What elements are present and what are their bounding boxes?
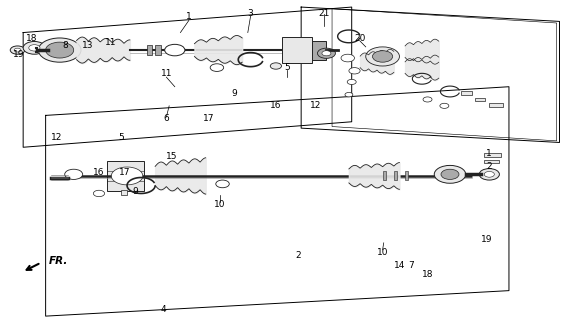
- Bar: [312, 41, 327, 60]
- Circle shape: [10, 46, 25, 54]
- Text: 19: 19: [13, 50, 24, 59]
- Text: 18: 18: [422, 270, 434, 279]
- Circle shape: [93, 190, 105, 197]
- Bar: [394, 172, 397, 180]
- Text: 2: 2: [296, 251, 301, 260]
- Text: 12: 12: [310, 101, 321, 110]
- Circle shape: [65, 169, 83, 180]
- Circle shape: [14, 48, 21, 52]
- Circle shape: [441, 169, 459, 180]
- Circle shape: [373, 51, 393, 62]
- Circle shape: [111, 167, 143, 185]
- Text: 21: 21: [318, 9, 329, 18]
- Text: 11: 11: [105, 38, 116, 47]
- Circle shape: [165, 44, 185, 56]
- Circle shape: [345, 92, 353, 97]
- Circle shape: [440, 103, 449, 108]
- Bar: [147, 45, 153, 55]
- Text: 1: 1: [186, 12, 192, 21]
- Bar: [282, 37, 312, 63]
- Text: 10: 10: [214, 200, 225, 209]
- Text: 9: 9: [231, 89, 236, 98]
- Text: 3: 3: [248, 9, 253, 18]
- Circle shape: [349, 68, 360, 74]
- Circle shape: [46, 42, 74, 58]
- Circle shape: [318, 48, 336, 58]
- Text: 10: 10: [377, 248, 388, 257]
- Text: 11: 11: [160, 69, 172, 78]
- Bar: [155, 45, 161, 55]
- Bar: [475, 98, 485, 101]
- Bar: [122, 190, 127, 195]
- Circle shape: [434, 165, 466, 183]
- Text: 1: 1: [486, 149, 492, 158]
- Circle shape: [23, 42, 46, 54]
- Circle shape: [322, 51, 331, 56]
- Circle shape: [484, 172, 494, 177]
- Bar: [461, 91, 472, 95]
- Bar: [383, 172, 386, 180]
- Circle shape: [347, 79, 356, 84]
- Circle shape: [366, 47, 399, 66]
- Circle shape: [479, 169, 499, 180]
- Bar: [405, 172, 408, 180]
- Circle shape: [423, 97, 432, 102]
- Text: 19: 19: [481, 235, 492, 244]
- Text: 14: 14: [394, 261, 405, 270]
- Circle shape: [210, 64, 224, 71]
- Text: 18: 18: [26, 35, 37, 44]
- Text: FR.: FR.: [48, 256, 68, 266]
- Bar: [484, 160, 499, 163]
- Text: 6: 6: [163, 114, 169, 123]
- Text: 5: 5: [119, 133, 124, 142]
- Circle shape: [29, 45, 40, 51]
- Text: 20: 20: [355, 35, 366, 44]
- Text: 13: 13: [82, 41, 93, 50]
- Circle shape: [38, 38, 81, 62]
- Text: 8: 8: [62, 41, 68, 50]
- Bar: [489, 103, 503, 108]
- Circle shape: [216, 180, 229, 188]
- Bar: [484, 153, 501, 157]
- Text: 5: 5: [284, 63, 290, 72]
- Text: 12: 12: [51, 133, 62, 142]
- Bar: [108, 161, 144, 191]
- Text: 9: 9: [133, 188, 138, 196]
- Text: 16: 16: [93, 168, 105, 177]
- Text: 17: 17: [118, 168, 130, 177]
- Text: 2: 2: [486, 162, 492, 171]
- Text: 17: 17: [203, 114, 215, 123]
- Text: 15: 15: [166, 152, 178, 161]
- Text: 7: 7: [408, 261, 414, 270]
- Text: 16: 16: [270, 101, 282, 110]
- Circle shape: [341, 54, 355, 62]
- Circle shape: [270, 63, 282, 69]
- Text: 4: 4: [161, 305, 167, 314]
